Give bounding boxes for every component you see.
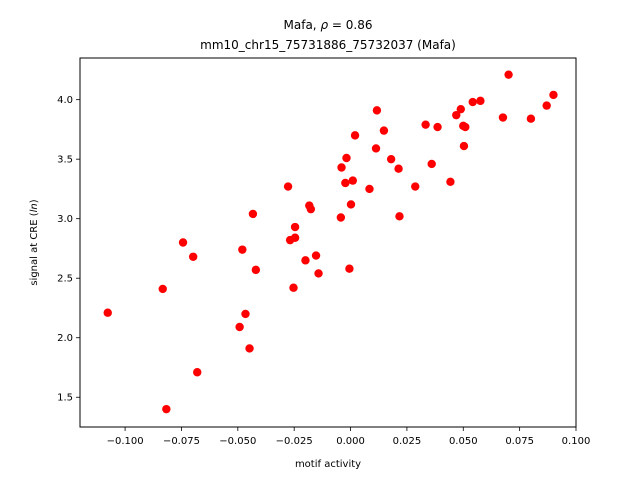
y-tick-label: 4.0 [57, 95, 73, 106]
data-point [461, 122, 470, 132]
data-point [311, 251, 321, 260]
data-point [289, 283, 298, 292]
data-point [394, 164, 403, 173]
data-point [346, 200, 356, 209]
data-point [241, 309, 250, 319]
data-point [290, 222, 300, 232]
plot-area [103, 70, 558, 414]
data-point [459, 141, 469, 151]
data-point [306, 204, 316, 214]
data-point [345, 264, 354, 273]
axes-frame [79, 57, 577, 428]
data-point [371, 144, 381, 153]
x-axis: −0.100 −0.075 −0.050 −0.025 0.000 0.025 0.050 0… [107, 427, 591, 447]
data-point [372, 106, 382, 115]
data-point [452, 110, 461, 120]
y-tick-label: 3.0 [57, 214, 73, 225]
x-tick-label: 0.000 [336, 436, 365, 447]
data-point [468, 97, 477, 107]
data-point [446, 177, 455, 186]
x-tick-label: −0.050 [219, 436, 256, 447]
y-tick-label: 3.5 [57, 155, 73, 166]
data-point [283, 182, 293, 191]
data-point [350, 131, 360, 140]
data-point [336, 213, 346, 222]
data-point [395, 212, 404, 221]
data-point [342, 153, 351, 163]
data-point [549, 90, 558, 100]
data-point [314, 269, 323, 278]
y-axis: 1.5 2.0 2.5 3.0 3.5 4.0 [57, 95, 80, 404]
data-point [476, 96, 485, 106]
data-point [301, 256, 310, 265]
data-point [290, 233, 300, 242]
data-point [235, 322, 244, 332]
data-point [188, 252, 198, 261]
data-point [379, 126, 389, 135]
data-point [103, 308, 112, 317]
x-tick-label: −0.100 [107, 436, 144, 447]
data-point [365, 184, 374, 194]
data-point [526, 114, 536, 123]
data-point [238, 245, 247, 254]
data-point [386, 154, 396, 164]
data-point [178, 238, 188, 247]
data-point [456, 104, 465, 114]
x-axis-label: motif activity [295, 459, 361, 470]
data-point [542, 101, 551, 110]
chart-title-line1: Mafa, ρ = 0.86 [284, 18, 373, 32]
y-axis-label: signal at CRE (ln) [29, 199, 40, 285]
data-point [251, 265, 261, 275]
data-point [341, 178, 350, 188]
x-tick-label: 0.100 [562, 436, 591, 447]
data-point [158, 284, 167, 294]
chart-title-line2: mm10_chr15_75731886_75732037 (Mafa) [200, 38, 456, 52]
x-tick-label: −0.075 [163, 436, 200, 447]
data-point [337, 163, 346, 172]
y-tick-label: 2.5 [57, 274, 73, 285]
y-tick-label: 2.0 [57, 333, 73, 344]
x-tick-label: 0.025 [393, 436, 422, 447]
data-point [411, 182, 420, 191]
data-point [245, 344, 254, 353]
y-tick-label: 1.5 [57, 393, 73, 404]
data-point [193, 368, 202, 377]
x-tick-label: 0.075 [505, 436, 534, 447]
data-point [162, 404, 171, 414]
x-tick-label: 0.050 [449, 436, 478, 447]
data-point [498, 113, 508, 122]
data-point [433, 122, 442, 132]
data-point [421, 120, 430, 129]
data-point [504, 70, 513, 79]
data-point [348, 176, 357, 185]
data-point [427, 159, 436, 169]
x-tick-label: −0.025 [276, 436, 313, 447]
data-point [248, 209, 258, 219]
